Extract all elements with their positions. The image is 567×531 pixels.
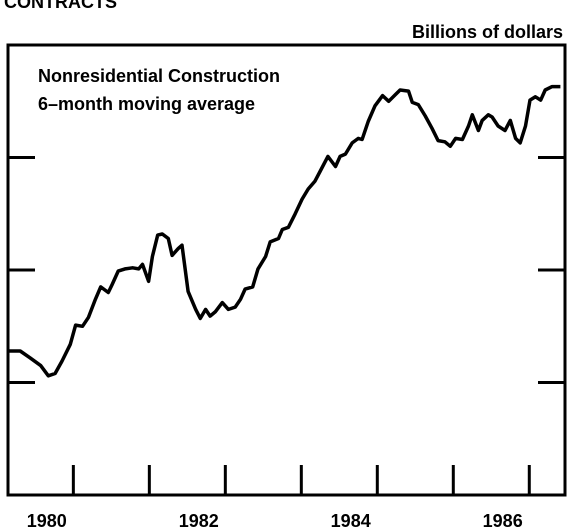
y-axis-label: Billions of dollars <box>412 22 563 42</box>
chart-title: CONTRACTS <box>4 0 117 12</box>
annotation: 6–month moving average <box>38 94 255 114</box>
x-tick-label: 1984 <box>331 511 371 531</box>
annotation: Nonresidential Construction <box>38 66 280 86</box>
data-line <box>8 84 561 378</box>
x-tick-label: 1986 <box>483 511 523 531</box>
x-tick-label: 1980 <box>27 511 67 531</box>
x-tick-label: 1982 <box>179 511 219 531</box>
